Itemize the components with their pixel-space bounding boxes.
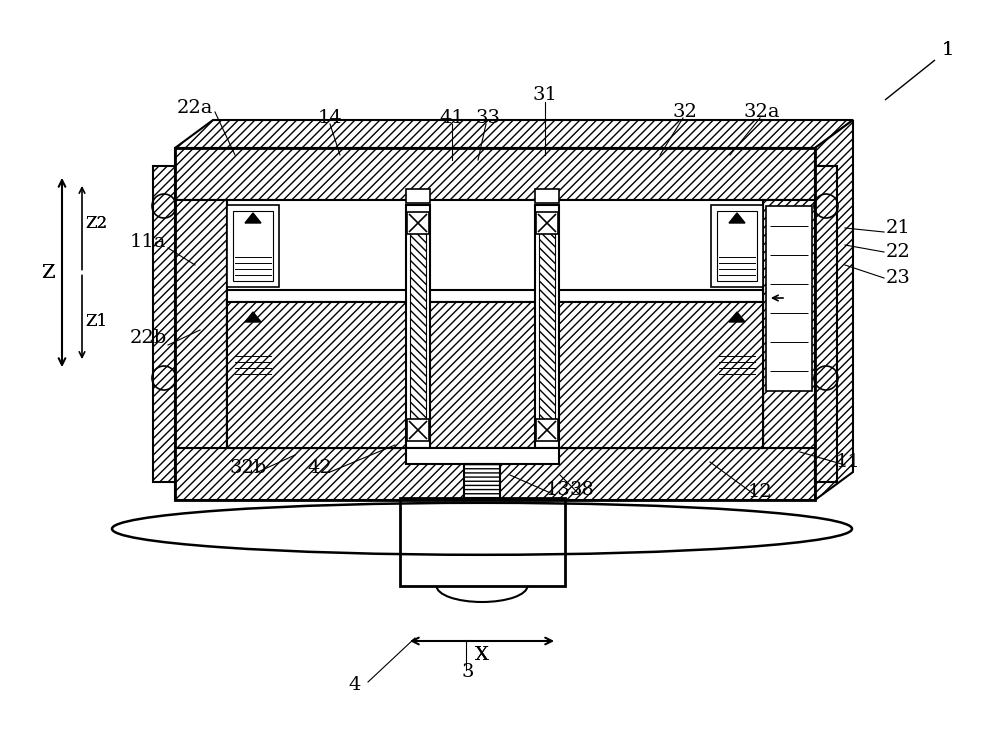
Text: 32a: 32a [744,103,780,121]
Text: Z2: Z2 [85,216,107,232]
Text: Z1: Z1 [85,313,107,330]
Bar [227,205,279,287]
Bar [227,200,763,448]
Text: 31: 31 [533,86,557,104]
Bar [400,498,565,586]
Polygon shape [729,213,745,223]
Bar [717,310,757,380]
Bar [406,205,430,448]
Bar [763,200,815,448]
Text: 23: 23 [886,269,910,287]
Text: 13: 13 [546,481,570,499]
Polygon shape [175,120,853,148]
Text: 22: 22 [886,243,910,261]
Text: 42: 42 [308,459,332,477]
Text: 3: 3 [462,663,474,681]
Bar [410,230,426,423]
Polygon shape [815,120,853,500]
Bar [407,419,429,441]
Text: 4: 4 [349,676,361,694]
Bar [233,211,273,281]
Polygon shape [245,213,261,223]
Bar [233,310,273,380]
Bar [175,148,815,500]
Text: 11a: 11a [130,233,166,251]
Polygon shape [729,312,745,322]
Bar [175,200,227,448]
Text: X: X [475,646,489,664]
Bar [406,189,430,203]
Bar [766,206,812,391]
Bar [406,448,559,464]
Bar [535,205,559,448]
Text: X: X [475,646,489,664]
Bar [407,212,429,234]
Text: 1: 1 [942,41,954,59]
Bar [175,148,815,200]
Text: 1: 1 [942,41,954,59]
Bar [815,166,837,482]
Bar [539,230,555,423]
Bar [227,290,763,302]
Bar [711,205,763,287]
Bar [227,304,279,386]
Bar [227,302,763,448]
Text: 22a: 22a [177,99,213,117]
Bar [153,166,175,482]
Text: 33: 33 [476,109,501,127]
Bar [464,464,500,498]
Text: 32: 32 [673,103,697,121]
Text: 32b: 32b [229,459,267,477]
Text: Z1: Z1 [85,313,107,330]
Bar [717,211,757,281]
Text: Z: Z [41,263,55,281]
Text: 14: 14 [318,109,342,127]
Text: 22b: 22b [129,329,167,347]
Text: 41: 41 [440,109,464,127]
Bar [408,450,428,460]
Bar [535,189,559,203]
Text: Z2: Z2 [85,216,107,232]
Bar [711,304,763,386]
Text: Z: Z [41,263,55,281]
Bar [537,450,557,460]
Polygon shape [245,312,261,322]
Text: 21: 21 [886,219,910,237]
Bar [536,419,558,441]
Bar [175,448,815,500]
Text: 11: 11 [836,453,860,471]
Bar [536,212,558,234]
Text: 12: 12 [748,483,772,501]
Text: 38: 38 [570,481,594,499]
